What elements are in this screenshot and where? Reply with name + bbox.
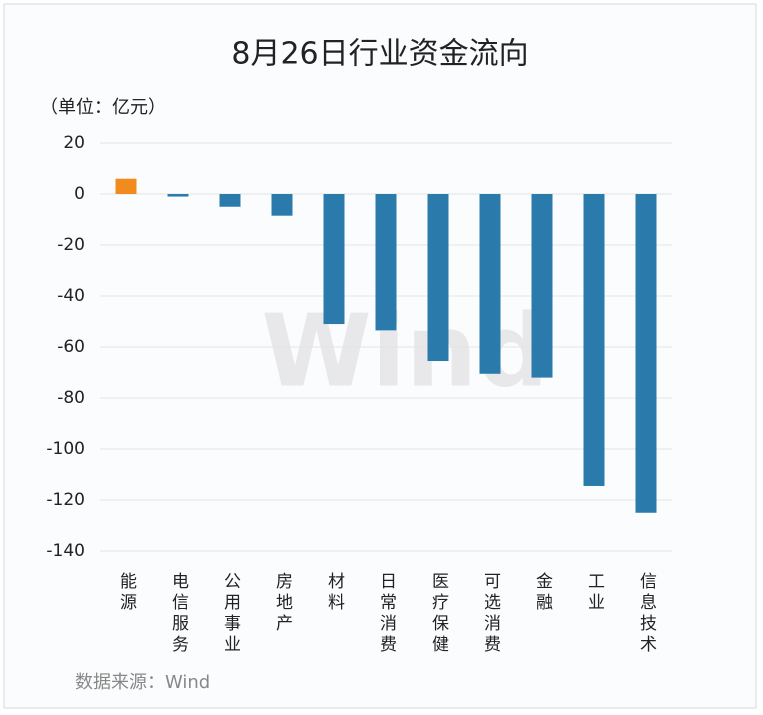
x-tick-label: 工业 — [584, 572, 605, 614]
x-tick-label: 能源 — [116, 572, 137, 614]
chart-title: 8月26日行业资金流向 — [231, 37, 528, 72]
bar — [271, 194, 293, 216]
y-tick-label: -60 — [57, 337, 85, 357]
x-tick-label: 公用事业 — [220, 572, 241, 656]
bar — [219, 194, 241, 207]
y-tick-label: 0 — [74, 184, 85, 204]
bar — [635, 194, 657, 513]
bar — [531, 194, 553, 378]
y-tick-label: -80 — [57, 388, 85, 408]
y-tick-label: -140 — [46, 541, 85, 561]
x-tick-label: 医疗保健 — [428, 572, 449, 656]
bar — [115, 178, 137, 194]
x-tick-label: 信息技术 — [636, 572, 657, 656]
bar — [167, 194, 189, 197]
watermark: Wind — [261, 292, 548, 409]
x-tick-label: 电信服务 — [168, 572, 189, 656]
unit-label: （单位：亿元） — [40, 97, 166, 118]
bar — [323, 194, 345, 325]
y-tick-label: -20 — [57, 235, 85, 255]
y-tick-label: -120 — [46, 490, 85, 510]
x-tick-label: 可选消费 — [480, 572, 501, 656]
x-tick-label: 日常消费 — [376, 572, 397, 656]
bar — [427, 194, 449, 362]
frame — [3, 3, 757, 709]
y-tick-label: -40 — [57, 286, 85, 306]
bar — [583, 194, 605, 486]
bar — [479, 194, 501, 374]
x-tick-label: 房地产 — [272, 572, 293, 635]
bar — [375, 194, 397, 331]
x-tick-label: 金融 — [532, 572, 553, 614]
x-tick-label: 材料 — [324, 572, 345, 614]
y-tick-label: 20 — [63, 133, 85, 153]
y-tick-label: -100 — [46, 439, 85, 459]
source: 数据来源：Wind — [75, 672, 210, 693]
